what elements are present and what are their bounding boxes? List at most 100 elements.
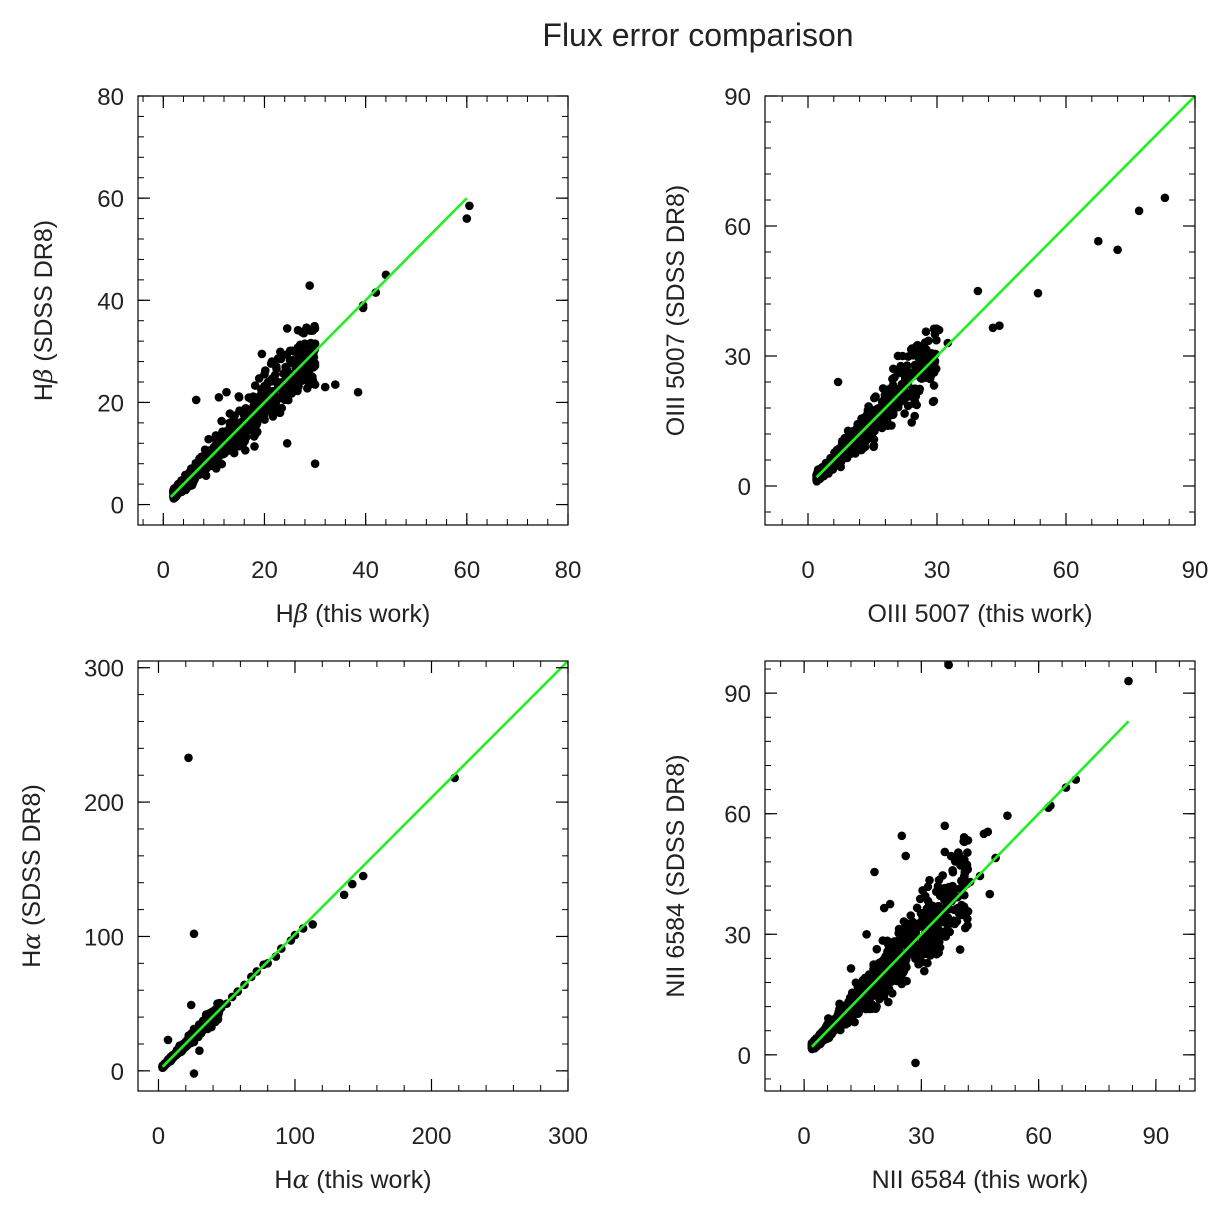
one-to-one-line	[810, 720, 1130, 1048]
scatter-point	[870, 393, 879, 403]
scatter-point	[959, 877, 968, 886]
scatter-point	[280, 389, 290, 399]
scatter-point	[310, 459, 320, 469]
one-to-one-line	[161, 661, 568, 1068]
scatter-point	[269, 372, 279, 382]
scatter-point	[925, 875, 934, 885]
scatter-point	[921, 891, 930, 901]
scatter-point	[867, 432, 877, 441]
scatter-point	[912, 903, 922, 913]
scatter-point	[949, 905, 959, 915]
scatter-point	[860, 981, 869, 990]
chart_data.1.xlabel_parts-part-0: OIII 5007 (this work)	[867, 600, 1092, 628]
scatter-point	[902, 361, 912, 370]
scatter-point	[310, 339, 320, 349]
scatter-point	[1160, 193, 1170, 203]
scatter-point	[282, 324, 292, 333]
scatter-point	[253, 395, 263, 405]
scatter-point	[995, 321, 1004, 331]
scatter-point	[305, 359, 315, 369]
x-tick-label: 90	[1143, 1123, 1170, 1150]
chart_data.1.ylabel_parts-part-0: OIII 5007 (SDSS DR8)	[662, 185, 690, 436]
one-to-one-line	[169, 197, 468, 498]
chart_data.2.ylabel_parts-part-2: (SDSS DR8)	[18, 784, 46, 933]
scatter-point	[906, 345, 916, 354]
scatter-point	[299, 328, 309, 338]
scatter-point	[874, 963, 884, 972]
scatter-point	[919, 949, 928, 959]
scatter-point	[238, 440, 247, 449]
scatter-point	[298, 924, 308, 933]
scatter-point	[1113, 245, 1122, 255]
scatter-point	[949, 916, 959, 925]
scatter-point	[266, 359, 276, 368]
scatter-point	[944, 661, 953, 670]
scatter-point	[234, 393, 244, 402]
scatter-point	[924, 336, 933, 346]
chart_data.0.ylabel_parts-part-2: (SDSS DR8)	[30, 220, 58, 369]
scatter-point	[973, 286, 983, 296]
scatter-point	[353, 387, 363, 397]
scatter-point	[988, 323, 998, 333]
scatter-point	[862, 930, 871, 939]
axes-frame	[137, 95, 569, 526]
scatter-point	[299, 350, 308, 359]
scatter-point	[247, 394, 256, 404]
y-tick-label: 0	[738, 474, 751, 501]
x-tick-label: 60	[453, 557, 480, 584]
scatter-point	[903, 401, 913, 411]
scatter-point	[213, 458, 222, 467]
scatter-point	[911, 1058, 920, 1068]
scatter-point	[888, 374, 897, 384]
scatter-point	[178, 483, 188, 492]
y-axis-label: NII 6584 (SDSS DR8)	[662, 754, 690, 997]
scatter-point	[358, 871, 368, 881]
x-axis-label: Hα (this work)	[274, 1165, 431, 1194]
scatter-point	[935, 937, 944, 947]
scatter-point	[1033, 288, 1043, 298]
scatter-point	[1124, 676, 1133, 686]
scatter-point	[900, 409, 909, 418]
scatter-point	[184, 753, 193, 763]
scatter-point	[900, 949, 910, 958]
scatter-point	[948, 867, 958, 877]
scatter-point	[260, 370, 269, 379]
y-tick-label: 300	[84, 656, 124, 683]
scatter-point	[940, 821, 950, 831]
scatter-point	[979, 829, 989, 839]
scatter-point	[912, 400, 921, 410]
x-tick-label: 30	[924, 557, 951, 584]
scatter-point	[943, 338, 953, 348]
scatter-point	[960, 837, 969, 847]
scatter-point	[913, 340, 922, 350]
scatter-point	[348, 879, 357, 889]
scatter-point	[884, 997, 893, 1007]
y-tick-label: 60	[97, 186, 124, 213]
scatter-point	[892, 976, 902, 986]
scatter-point	[926, 370, 936, 379]
scatter-point	[308, 920, 318, 929]
plot-area	[807, 661, 1133, 1068]
y-tick-label: 90	[724, 681, 751, 708]
figure-title: Flux error comparison	[542, 17, 853, 53]
chart_data.0.xlabel_parts-part-1: β	[293, 599, 308, 628]
x-tick-label: 100	[275, 1123, 315, 1150]
x-axis-label: NII 6584 (this work)	[872, 1166, 1089, 1194]
y-tick-label: 30	[724, 922, 751, 949]
scatter-point	[965, 877, 975, 887]
scatter-point	[1134, 206, 1144, 216]
scatter-point	[201, 471, 211, 481]
scatter-point	[886, 409, 895, 418]
scatter-point	[239, 410, 249, 419]
scatter-point	[869, 442, 878, 452]
scatter-point	[933, 946, 943, 956]
chart_data.2.xlabel_parts-part-0: H	[274, 1166, 292, 1194]
scatter-point	[306, 371, 315, 380]
scatter-point	[286, 936, 296, 945]
scatter-point	[843, 439, 853, 448]
scatter-point	[870, 867, 879, 877]
x-tick-label: 60	[1025, 1123, 1052, 1150]
scatter-point	[886, 947, 896, 956]
chart_data.0.xlabel_parts-part-0: H	[276, 600, 294, 628]
scatter-point	[930, 330, 940, 339]
